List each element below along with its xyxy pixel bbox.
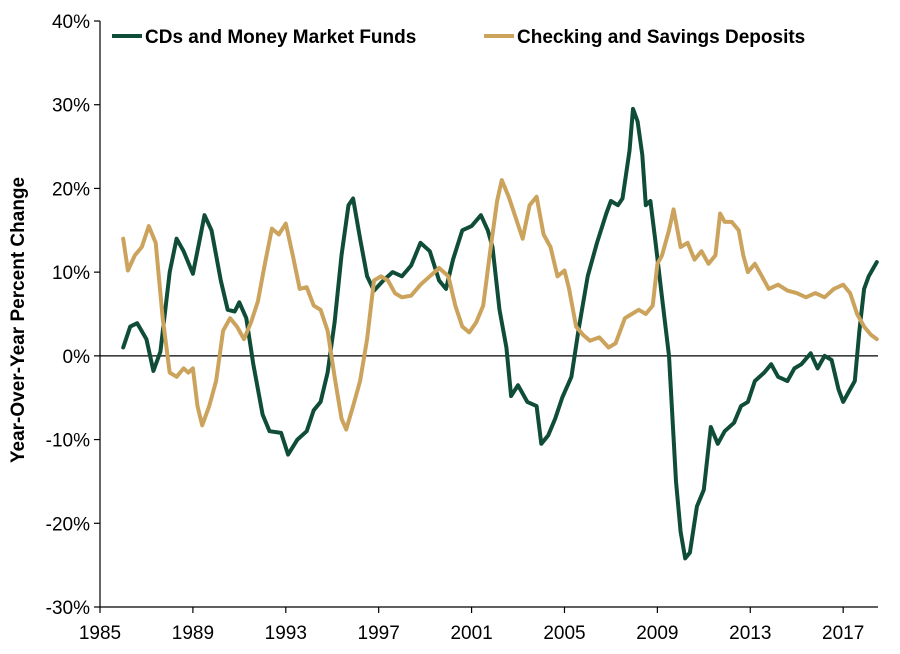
series-line-cds-money-market (121, 106, 879, 561)
x-tick-label: 2013 (729, 623, 771, 644)
y-axis-title: Year-Over-Year Percent Change (8, 177, 29, 463)
y-tick-label: 0% (63, 347, 91, 368)
x-tick-label: 1997 (358, 623, 400, 644)
y-tick-label: -30% (46, 598, 90, 619)
legend: CDs and Money Market Funds Checking and S… (112, 27, 805, 48)
y-tick-label: 10% (52, 263, 90, 284)
y-tick-label: -20% (46, 514, 90, 535)
x-tick-label: 2017 (822, 623, 864, 644)
series-line-checking-savings (121, 178, 879, 432)
x-tick-label: 1993 (265, 623, 307, 644)
legend-label: CDs and Money Market Funds (145, 27, 416, 48)
x-tick-label: 2001 (450, 623, 492, 644)
legend-label: Checking and Savings Deposits (517, 27, 805, 48)
x-tick-label: 2005 (543, 623, 585, 644)
y-tick-label: 20% (52, 179, 90, 200)
x-tick-label: 2009 (636, 623, 678, 644)
x-tick-label: 1989 (172, 623, 214, 644)
x-tick-label: 1985 (79, 623, 121, 644)
axes (94, 20, 878, 613)
y-tick-label: 30% (52, 96, 90, 117)
y-tick-label: -10% (46, 431, 90, 452)
y-tick-labels: -30% -20% -10% 0% 10% 20% 30% 40% (46, 12, 90, 619)
series-lines (121, 106, 879, 561)
y-tick-label: 40% (52, 12, 90, 33)
x-tick-labels: 1985 1989 1993 1997 2001 2005 2009 2013 2017 (79, 623, 864, 644)
